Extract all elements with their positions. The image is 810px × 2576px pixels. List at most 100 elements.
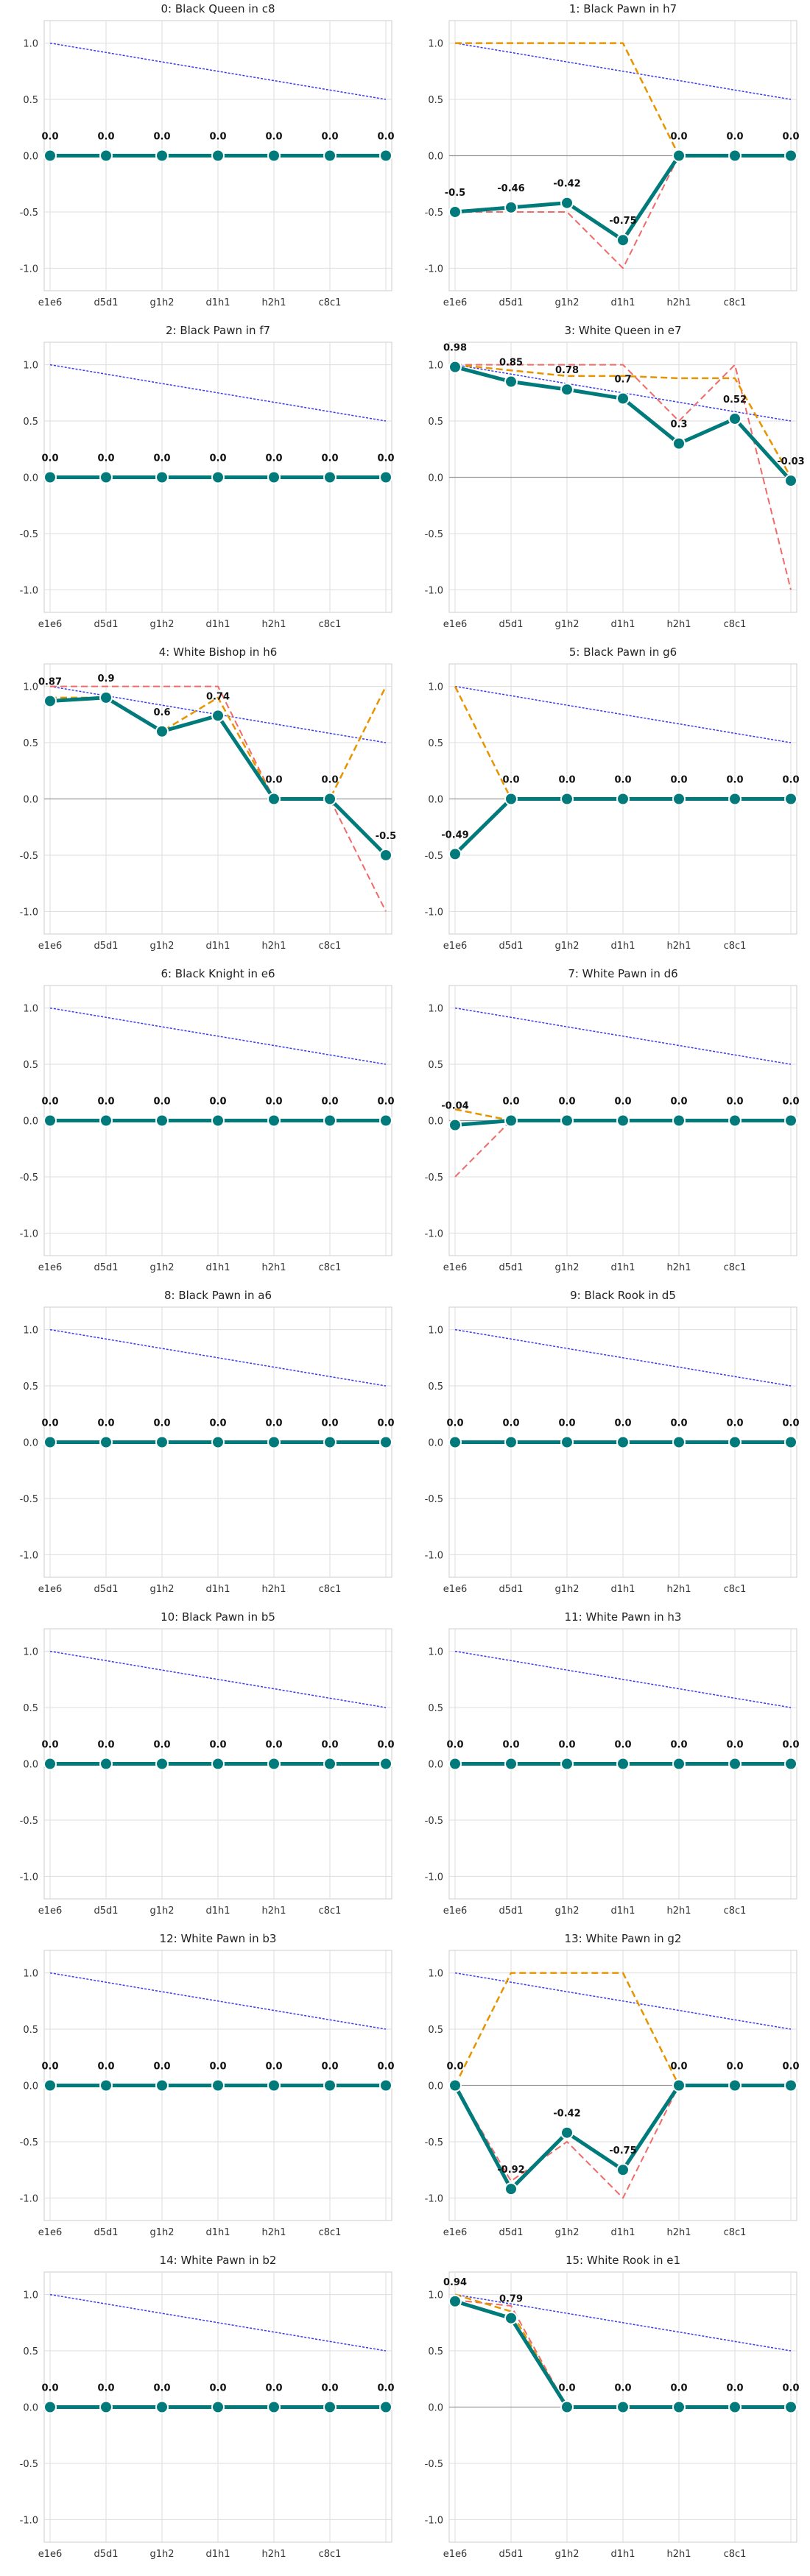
y-tick-label: 0.0 xyxy=(428,1117,443,1128)
data-label: 0.0 xyxy=(97,2383,114,2394)
main-line-point xyxy=(43,149,57,163)
y-tick-label: 0.5 xyxy=(23,95,38,106)
data-label: 0.0 xyxy=(265,1418,282,1429)
y-tick-label: -0.5 xyxy=(425,851,443,862)
x-tick-label: h2h1 xyxy=(261,1906,286,1917)
main-line-point xyxy=(784,1435,797,1449)
chart-panel-14: 14: White Pawn in b2 -1.0 -0.5 0.0 0.5 1.0 e1e… xyxy=(20,2254,395,2560)
data-label: 0.0 xyxy=(265,453,282,464)
y-tick-label: -0.5 xyxy=(425,1172,443,1183)
main-line-point xyxy=(379,1435,392,1449)
data-label: 0.0 xyxy=(502,775,519,786)
x-tick-label: d1h1 xyxy=(205,941,230,952)
y-tick-label: -1.0 xyxy=(20,1550,38,1561)
main-line-point xyxy=(504,1114,518,1128)
y-tick-label: 1.0 xyxy=(23,361,38,372)
reference-line xyxy=(454,1007,792,1065)
data-label: 0.0 xyxy=(209,1097,226,1108)
x-tick-label: e1e6 xyxy=(38,619,63,630)
x-tick-label: g1h2 xyxy=(149,1584,174,1595)
data-label: 0.0 xyxy=(446,2062,463,2073)
x-tick-label: d5d1 xyxy=(499,619,523,630)
x-tick-label: h2h1 xyxy=(261,619,286,630)
chart-title: 14: White Pawn in b2 xyxy=(160,2254,277,2267)
x-tick-label: g1h2 xyxy=(554,1262,579,1273)
x-tick-label: g1h2 xyxy=(554,941,579,952)
x-tick-label: c8c1 xyxy=(319,2227,342,2238)
x-tick-label: e1e6 xyxy=(38,2549,63,2560)
y-tick-label: 1.0 xyxy=(428,1326,443,1337)
x-tick-label: d5d1 xyxy=(94,941,118,952)
data-label: 0.0 xyxy=(670,1097,687,1108)
x-tick-label: e1e6 xyxy=(443,1906,468,1917)
data-label: 0.0 xyxy=(614,1097,631,1108)
x-tick-label: d1h1 xyxy=(610,297,635,308)
data-label: 0.0 xyxy=(321,775,338,786)
chart-panel-7: 7: White Pawn in d6 -1.0 -0.5 0.0 0.5 1.0 e1e6… xyxy=(425,967,800,1273)
main-line-point xyxy=(323,2400,337,2414)
data-label: 0.0 xyxy=(265,2062,282,2073)
data-label: 0.0 xyxy=(558,775,575,786)
reference-line xyxy=(49,1328,387,1387)
data-label: 0.0 xyxy=(265,132,282,143)
data-label: 0.0 xyxy=(377,132,394,143)
x-tick-label: g1h2 xyxy=(554,619,579,630)
y-tick-label: 0.5 xyxy=(23,1060,38,1071)
y-tick-label: 0.0 xyxy=(23,152,38,163)
main-line-point xyxy=(211,1757,225,1771)
data-label: 0.98 xyxy=(443,343,467,354)
x-tick-label: d1h1 xyxy=(610,1906,635,1917)
main-line-point xyxy=(379,149,392,163)
main-line-point xyxy=(728,2400,742,2414)
chart-panel-4: 4: White Bishop in h6 -1.0 -0.5 0.0 0.5 1.0 e1… xyxy=(20,645,397,952)
x-tick-label: g1h2 xyxy=(554,2227,579,2238)
y-tick-label: 1.0 xyxy=(23,1969,38,1980)
chart-title: 3: White Queen in e7 xyxy=(564,324,681,337)
x-tick-label: h2h1 xyxy=(666,297,691,308)
data-label: 0.0 xyxy=(726,775,743,786)
main-line-point xyxy=(323,149,337,163)
main-line-point xyxy=(728,1757,742,1771)
y-tick-label: 0.5 xyxy=(428,2025,443,2036)
y-tick-label: -0.5 xyxy=(20,1494,38,1505)
data-label: 0.0 xyxy=(614,1418,631,1429)
chart-panel-1: 1: Black Pawn in h7 -1.0 -0.5 0.0 0.5 1.0 e1e6… xyxy=(425,2,800,308)
y-tick-label: 1.0 xyxy=(23,1647,38,1658)
y-tick-label: 1.0 xyxy=(428,361,443,372)
data-label: 0.0 xyxy=(782,1097,799,1108)
main-line-point xyxy=(672,792,686,806)
main-line-point xyxy=(267,1757,281,1771)
y-tick-label: -0.5 xyxy=(20,1816,38,1827)
main-line-point xyxy=(504,1435,518,1449)
x-tick-label: e1e6 xyxy=(443,941,468,952)
x-tick-label: d1h1 xyxy=(610,2549,635,2560)
main-line-point xyxy=(560,2400,574,2414)
data-label: -0.49 xyxy=(441,829,468,841)
chart-panel-11: 11: White Pawn in h3 -1.0 -0.5 0.0 0.5 1.0 e1e… xyxy=(425,1610,800,1917)
main-line-point xyxy=(504,200,518,214)
y-tick-label: 0.5 xyxy=(428,2346,443,2357)
x-tick-label: d5d1 xyxy=(499,941,523,952)
red-dashed-line xyxy=(50,685,387,912)
x-tick-label: d1h1 xyxy=(610,619,635,630)
data-label: 0.0 xyxy=(209,2383,226,2394)
data-label: 0.0 xyxy=(265,1740,282,1751)
data-label: -0.92 xyxy=(497,2165,524,2176)
x-tick-label: g1h2 xyxy=(149,297,174,308)
data-label: 0.0 xyxy=(41,1097,58,1108)
data-label: 0.0 xyxy=(209,2062,226,2073)
data-label: -0.42 xyxy=(553,2109,580,2120)
main-line-point xyxy=(99,1435,113,1449)
main-line-point xyxy=(155,2400,169,2414)
chart-title: 5: Black Pawn in g6 xyxy=(569,645,677,659)
y-tick-label: -0.5 xyxy=(20,851,38,862)
y-tick-label: 0.5 xyxy=(428,417,443,428)
data-label: 0.6 xyxy=(153,707,170,718)
main-line-point xyxy=(448,1118,462,1132)
y-tick-label: 1.0 xyxy=(428,1647,443,1658)
main-line-point xyxy=(784,2400,797,2414)
main-line-point xyxy=(267,792,281,806)
reference-line xyxy=(49,1650,387,1708)
data-label: 0.0 xyxy=(782,2062,799,2073)
y-tick-label: 0.0 xyxy=(428,2403,443,2414)
